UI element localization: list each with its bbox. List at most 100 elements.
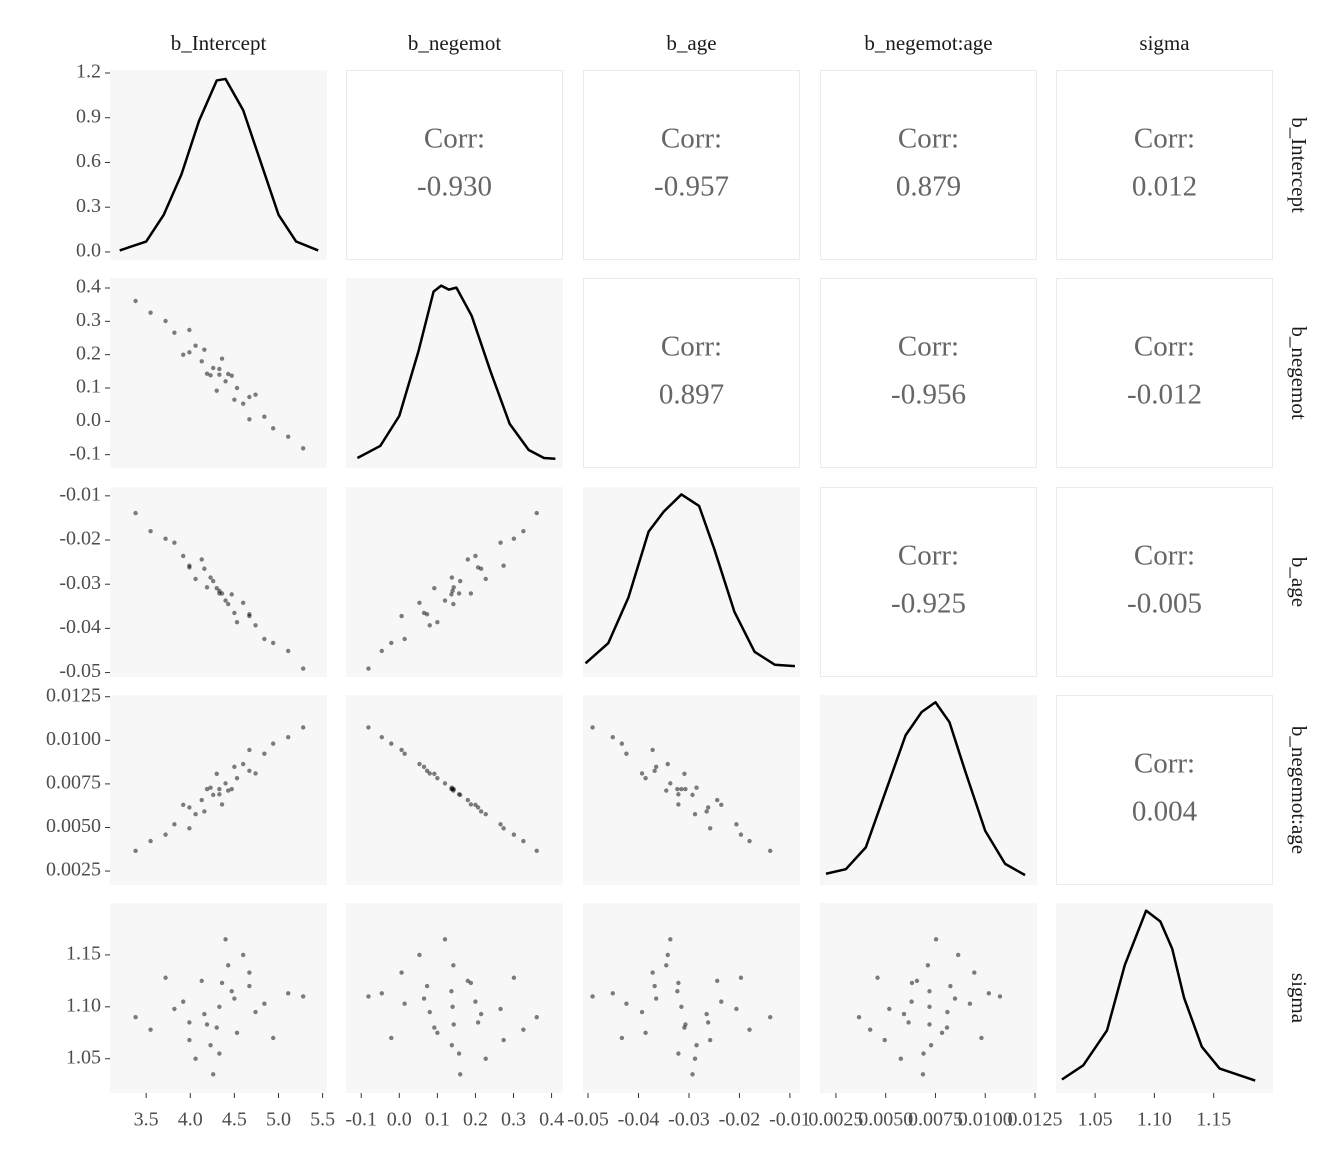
scatter-point [199,797,204,803]
scatter-point [427,623,432,628]
x-tick-label: 3.5 [134,1109,159,1131]
scatter-point [247,983,252,989]
scatter-point [475,1020,481,1025]
scatter-point [906,1020,911,1025]
scatter-point [521,528,526,534]
scatter-point [619,741,625,746]
scatter-point [909,980,915,986]
scatter-point [521,838,526,844]
corr-label: Corr: [898,540,959,572]
corr-value: -0.005 [1127,588,1202,620]
scatter-point [133,1015,138,1020]
scatter-point [747,838,752,844]
scatter-point [217,366,222,372]
scatter-point [240,600,246,605]
scatter-point [679,786,684,792]
column-header: b_Intercept [171,31,267,55]
scatter-point [704,1011,709,1017]
corr-value: 0.012 [1132,171,1197,203]
panel [110,70,327,260]
scatter-point [262,636,267,642]
corr-label: Corr: [1134,123,1195,155]
scatter-point [148,528,153,534]
corr-value: -0.012 [1127,379,1202,411]
scatter-point [214,1025,219,1030]
corr-label: Corr: [661,331,722,363]
scatter-point [478,566,484,571]
panel [346,487,563,677]
scatter-point [875,975,880,980]
scatter-point [449,592,454,597]
scatter-point [270,640,276,646]
scatter-point [172,330,177,335]
scatter-point [232,610,237,616]
row-header: b_age [1287,557,1311,607]
y-tick-label: 0.4 [76,276,101,298]
scatter-point [639,1009,645,1015]
scatter-point [163,318,168,324]
scatter-point [451,585,456,590]
x-tick-label: 0.1 [425,1109,450,1131]
column-header: b_age [666,31,716,55]
scatter-point [217,372,222,377]
scatter-point [704,809,709,814]
y-tick-label: 0.0 [76,240,101,262]
scatter-point [163,975,168,980]
scatter-point [927,1022,932,1027]
scatter-point [665,761,670,767]
scatter-point [944,1025,950,1030]
scatter-point [389,1035,394,1041]
panel [346,278,563,468]
scatter-point [738,832,744,837]
scatter-point [193,812,198,817]
scatter-point [217,1004,222,1010]
scatter-point [187,1020,192,1025]
scatter-point [232,764,237,770]
scatter-point [202,566,207,571]
scatter-point [366,666,371,671]
scatter-point [133,848,138,854]
scatter-point [468,591,474,596]
density-curve [584,493,796,668]
scatter-point [473,553,478,559]
corr-value: -0.957 [654,171,729,203]
scatter-point [639,771,645,776]
scatter-point [882,1037,887,1043]
scatter-point [664,788,669,793]
scatter-point [705,1020,711,1025]
scatter-point [402,751,407,756]
scatter-point [450,588,455,594]
scatter-point [366,725,371,730]
scatter-point [214,388,219,393]
scatter-point [399,613,404,619]
scatter-point [619,1035,625,1041]
scatter-point [914,978,920,984]
corr-label: Corr: [424,123,485,155]
scatter-point [692,812,698,817]
scatter-point [432,585,437,591]
scatter-point [683,786,688,792]
scatter-point [181,802,186,808]
scatter-point [442,781,448,786]
scatter-point [223,937,228,942]
scatter-point [262,414,267,419]
scatter-point [501,826,506,831]
scatter-point [451,786,456,792]
x-tick-label: 0.0025 [808,1109,863,1131]
scatter-point [624,1001,629,1006]
panel [1056,903,1273,1093]
scatter-point [193,1056,198,1061]
scatter-point [652,768,657,774]
scatter-point [967,1001,973,1006]
y-tick-label: -0.01 [59,483,101,505]
scatter-point [402,1001,407,1006]
corr-label: Corr: [1134,540,1195,572]
x-tick-label: 4.5 [222,1109,247,1131]
scatter-point [768,1015,773,1020]
scatter-point [262,751,267,756]
scatter-point [208,1043,213,1048]
scatter-point [285,991,291,996]
panel [1056,695,1273,885]
